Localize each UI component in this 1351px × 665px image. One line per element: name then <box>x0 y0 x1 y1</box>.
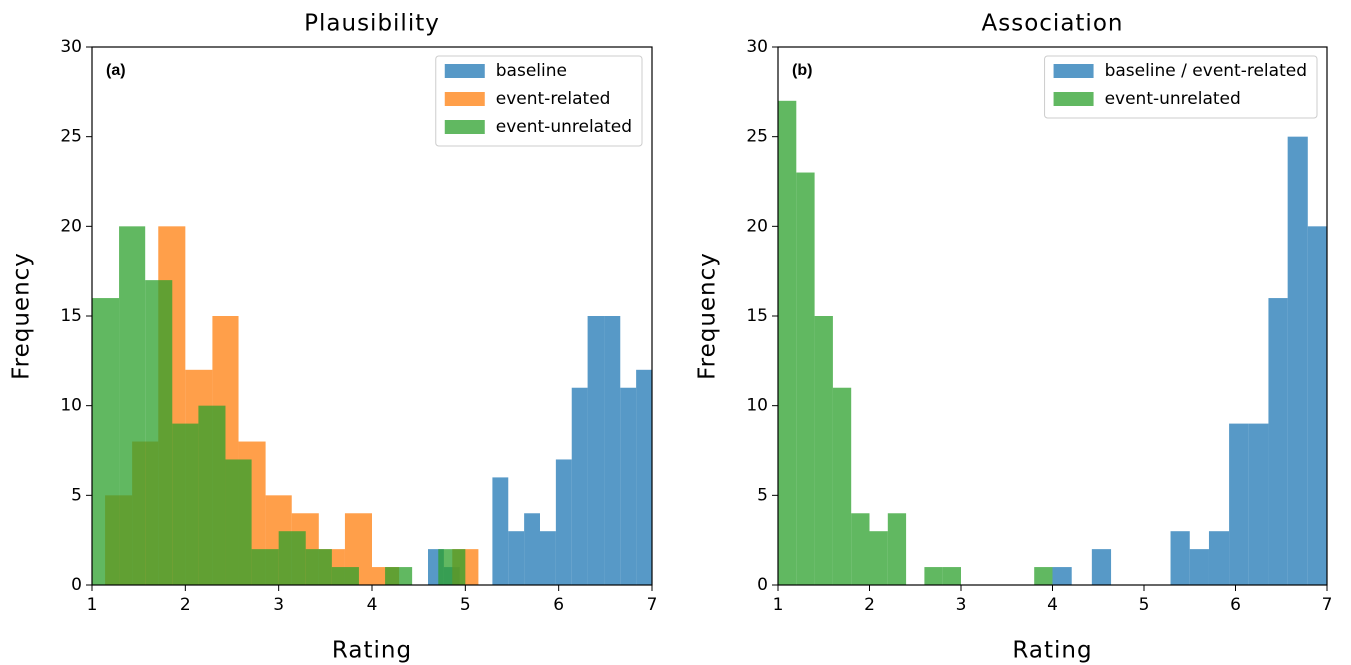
histogram-bar <box>1034 567 1053 585</box>
histogram-bar <box>604 316 621 585</box>
legend-swatch <box>1053 64 1094 78</box>
histogram-bar <box>924 567 943 585</box>
y-tick-label: 15 <box>60 306 82 326</box>
y-tick-label: 10 <box>746 396 768 416</box>
x-tick-label: 6 <box>553 595 564 615</box>
histogram-bar <box>620 387 637 585</box>
histogram-bar <box>172 423 199 585</box>
x-axis-label: Rating <box>332 638 412 664</box>
y-tick-label: 15 <box>746 306 768 326</box>
histogram-bar <box>145 280 173 585</box>
y-tick-label: 25 <box>746 127 768 147</box>
chart-title: Plausibility <box>304 11 440 37</box>
y-tick-label: 30 <box>746 37 768 57</box>
x-tick-label: 6 <box>1230 595 1241 615</box>
y-tick-label: 5 <box>71 485 82 505</box>
histogram-bar <box>1091 549 1112 585</box>
histogram-bar <box>832 387 852 585</box>
x-tick-label: 7 <box>647 595 658 615</box>
x-tick-label: 4 <box>367 595 378 615</box>
histogram-bar <box>887 513 907 585</box>
histogram-bar <box>1287 136 1308 585</box>
histogram-bar <box>331 567 359 585</box>
histogram-bar <box>119 226 146 586</box>
histogram-bar <box>1208 531 1230 585</box>
legend-swatch <box>444 64 485 78</box>
chart-title: Association <box>982 11 1124 37</box>
y-tick-label: 0 <box>757 575 768 595</box>
histogram-bar <box>1307 226 1327 586</box>
histogram-bar <box>305 549 332 585</box>
legend-swatch <box>444 120 485 134</box>
legend-frame <box>435 55 643 147</box>
histogram-bar <box>1229 423 1249 585</box>
x-tick-label: 2 <box>864 595 875 615</box>
x-tick-label: 1 <box>773 595 784 615</box>
histogram-bar <box>1170 531 1190 585</box>
histogram-bar <box>814 316 833 585</box>
legend: baseline / event-related event-unrelated <box>1044 55 1318 119</box>
histogram-bar <box>524 513 540 585</box>
legend-label: event-related <box>496 89 611 109</box>
histogram-bar <box>198 405 226 585</box>
y-tick-label: 30 <box>60 37 82 57</box>
histogram-bar <box>508 531 525 585</box>
histogram-bar <box>851 513 870 585</box>
y-axis-label: Frequency <box>695 252 721 380</box>
legend-swatch <box>444 92 485 106</box>
legend-label: event-unrelated <box>1105 89 1241 109</box>
histogram-bar <box>587 316 605 585</box>
x-tick-label: 5 <box>1139 595 1150 615</box>
histogram-bar <box>438 549 466 585</box>
histogram-bar <box>251 549 279 585</box>
histogram-bar <box>1189 549 1209 585</box>
y-tick-label: 0 <box>71 575 82 595</box>
x-tick-label: 4 <box>1047 595 1058 615</box>
histogram-bar <box>385 567 413 585</box>
y-tick-label: 10 <box>60 396 82 416</box>
histogram-bar <box>1052 567 1072 585</box>
legend-frame <box>1044 55 1318 119</box>
legend-swatch <box>1053 92 1094 106</box>
x-tick-label: 7 <box>1322 595 1333 615</box>
y-axis-label: Frequency <box>9 252 35 380</box>
y-tick-label: 25 <box>60 127 82 147</box>
legend: baseline event-related event-unrelated <box>435 55 643 147</box>
y-tick-label: 20 <box>60 216 82 236</box>
histogram-bar <box>492 477 509 585</box>
x-tick-label: 5 <box>460 595 471 615</box>
histogram-bar <box>1248 423 1269 585</box>
histogram-bar <box>225 459 252 585</box>
histogram-bar <box>942 567 961 585</box>
legend-label: baseline / event-related <box>1105 61 1307 81</box>
histogram-bar <box>555 459 572 585</box>
histogram-bar <box>636 369 652 585</box>
x-axis-label: Rating <box>1012 638 1092 664</box>
panel-annotation: (b) <box>792 62 812 79</box>
histogram-bar <box>869 531 888 585</box>
histogram-bar <box>796 172 815 586</box>
histogram-bar <box>1268 298 1288 585</box>
legend-label: baseline <box>496 61 567 81</box>
histogram-bar <box>540 531 556 585</box>
histogram-bar <box>778 100 797 586</box>
histogram-bar <box>278 531 306 585</box>
histogram-bar <box>571 387 588 585</box>
legend-label: event-unrelated <box>496 117 632 137</box>
y-tick-label: 5 <box>757 485 768 505</box>
panel-annotation: (a) <box>106 62 126 79</box>
histogram-bar <box>92 298 120 585</box>
x-tick-label: 3 <box>956 595 967 615</box>
x-tick-label: 2 <box>180 595 191 615</box>
x-tick-label: 3 <box>273 595 284 615</box>
y-tick-label: 20 <box>746 216 768 236</box>
x-tick-label: 1 <box>87 595 98 615</box>
